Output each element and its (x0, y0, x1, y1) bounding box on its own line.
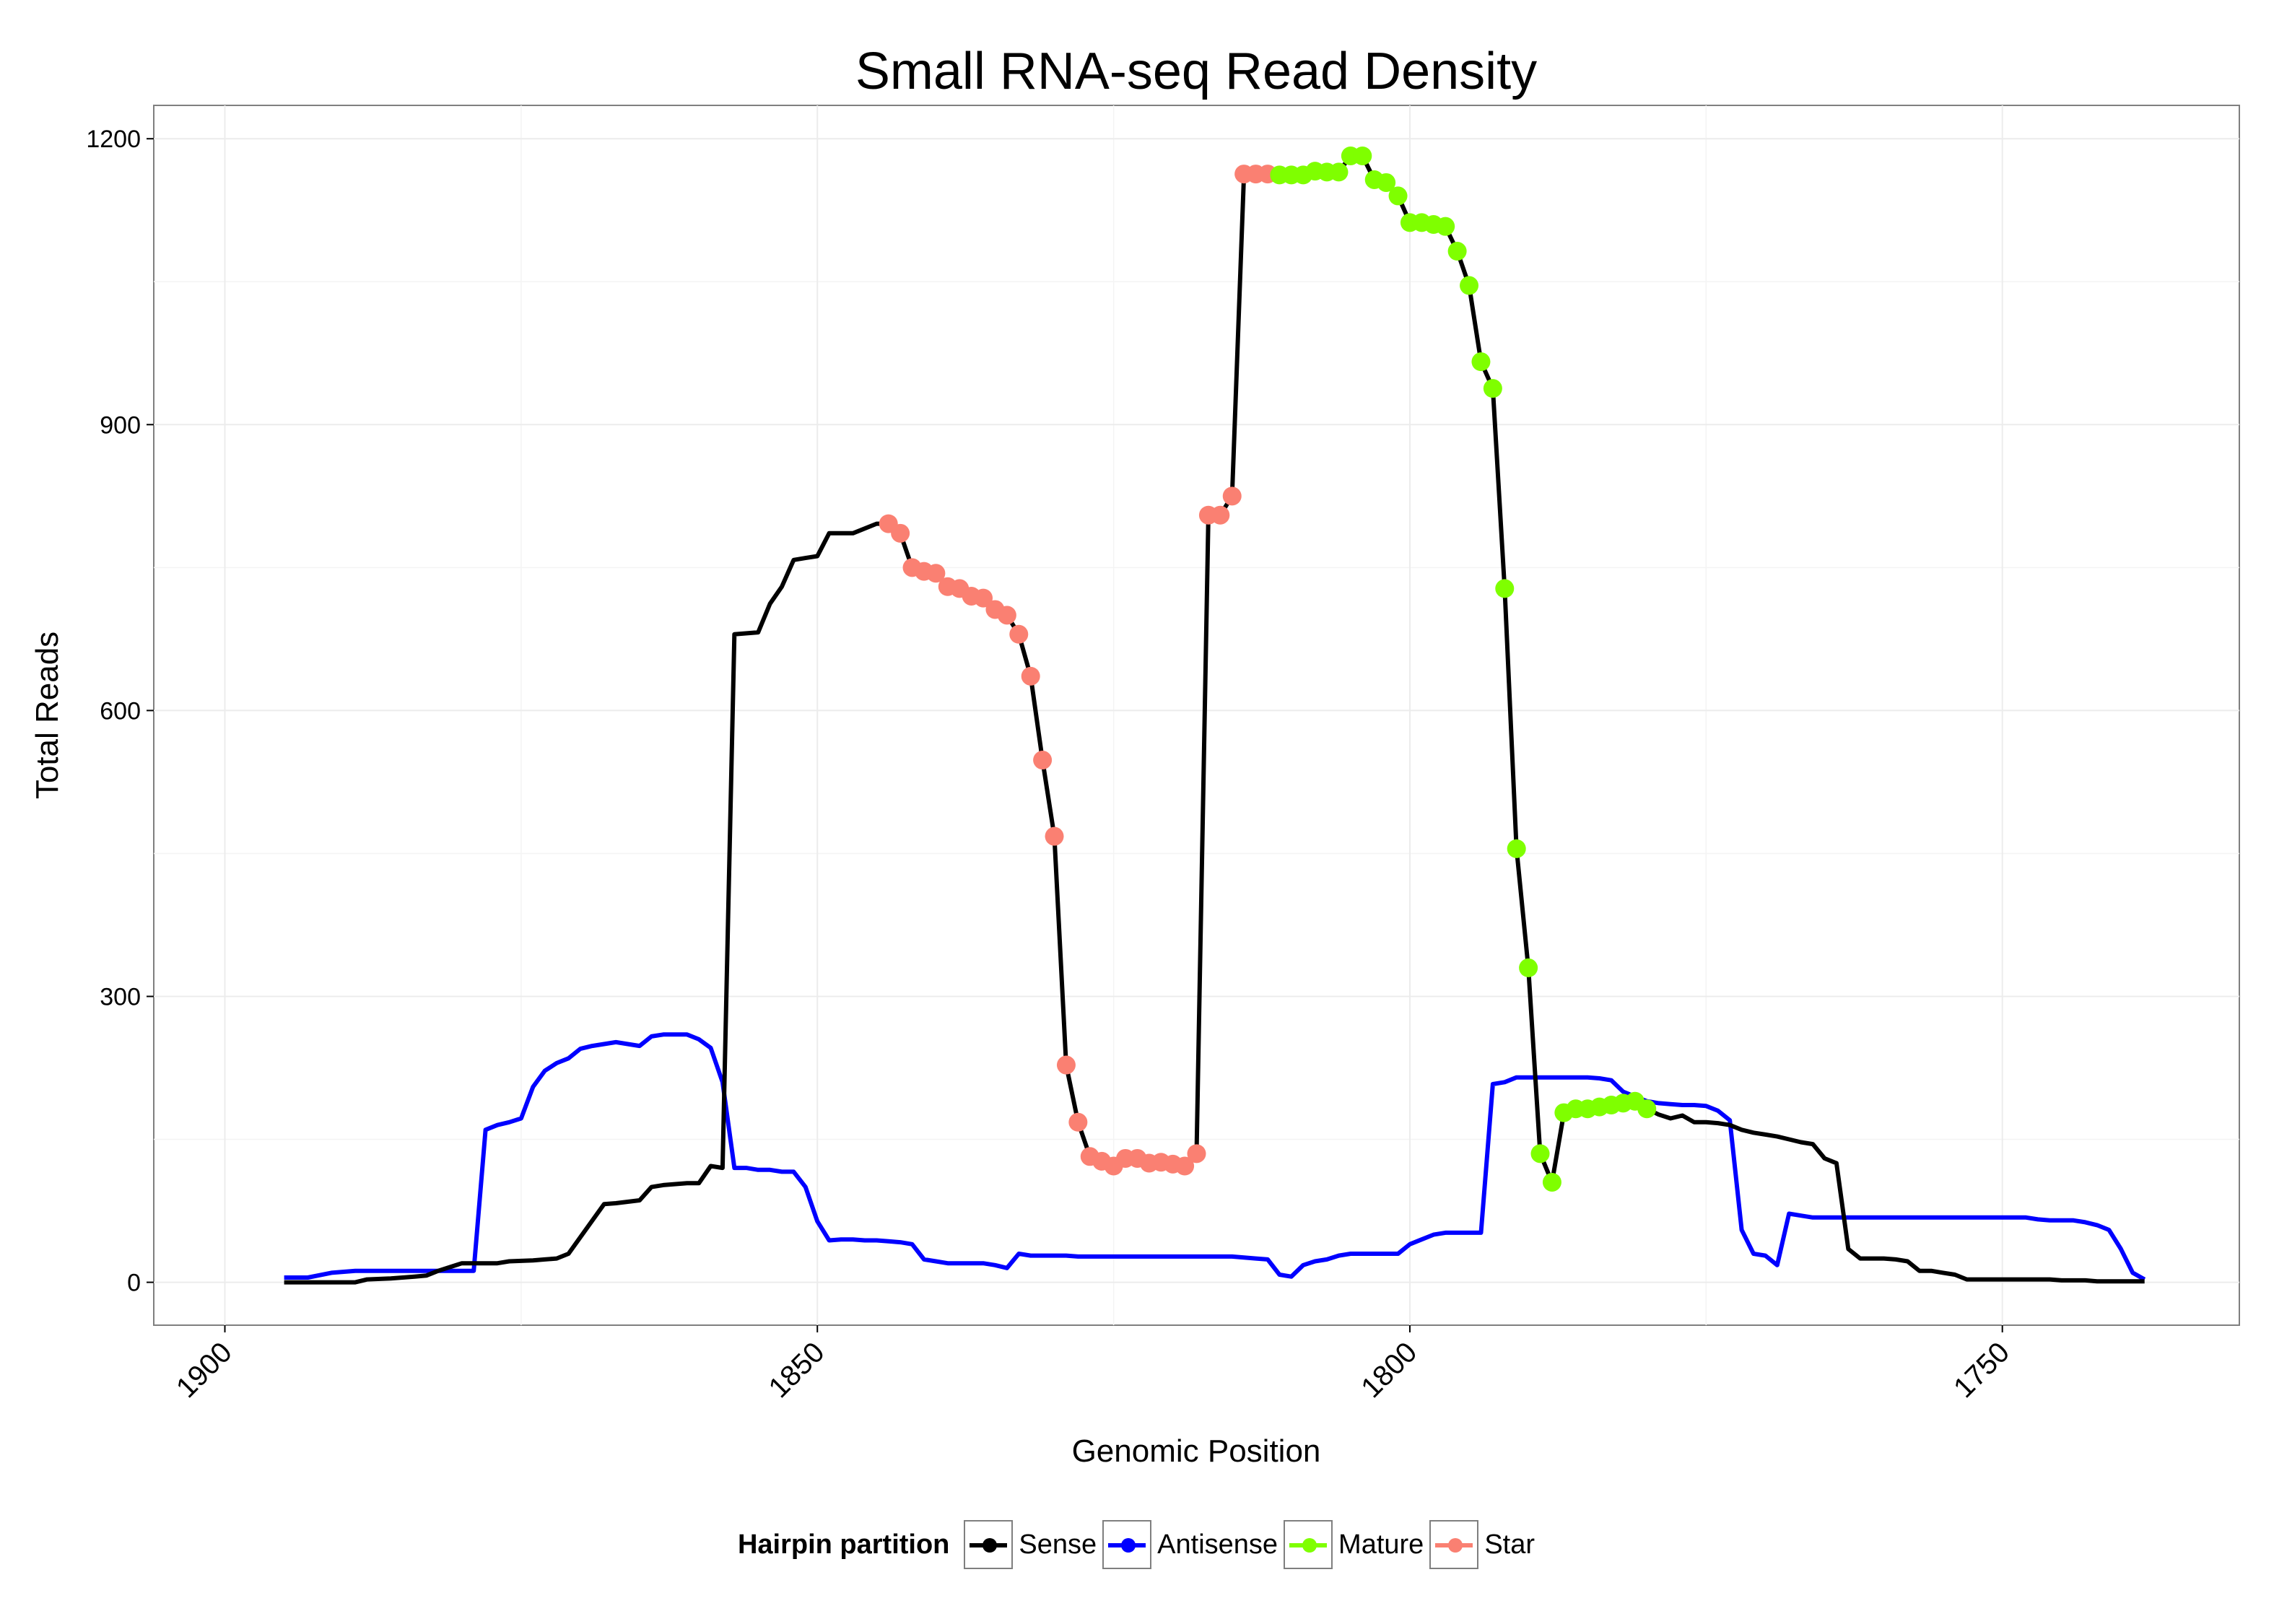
point-mature (1530, 1144, 1550, 1164)
axes: 0 300 600 900 1200 1900 1850 1800 1750 (86, 126, 2016, 1404)
y-tick-label: 900 (100, 411, 141, 439)
point-mature (1637, 1099, 1657, 1119)
point-mature (1483, 379, 1502, 398)
point-star (1033, 751, 1053, 770)
point-mature (1377, 173, 1396, 192)
x-axis-label: Genomic Position (1072, 1433, 1321, 1469)
series-line-antisense (284, 1032, 2146, 1282)
point-mature (1495, 579, 1515, 598)
legend-key-mature (1284, 1520, 1333, 1569)
point-star (1068, 1112, 1088, 1132)
point-star (1009, 624, 1029, 644)
series-points (879, 146, 1657, 1192)
legend-key-star (1429, 1520, 1479, 1569)
point-star (926, 564, 946, 583)
y-tick-label: 1200 (86, 126, 141, 153)
x-tick-label: 1800 (1355, 1336, 1423, 1404)
legend-label-star: Star (1484, 1529, 1535, 1560)
legend: Hairpin partition Sense Antisense Mature… (0, 1520, 2274, 1569)
point-mature (1460, 276, 1479, 295)
y-axis-label: Total Reads (30, 632, 65, 799)
point-mature (1329, 162, 1349, 182)
legend-key-antisense (1102, 1520, 1152, 1569)
x-tick-label: 1850 (763, 1336, 831, 1404)
point-mature (1353, 146, 1372, 165)
x-tick-label: 1750 (1948, 1336, 2016, 1404)
legend-label-mature: Mature (1338, 1529, 1424, 1560)
point-mature (1436, 217, 1455, 236)
point-star (1056, 1055, 1076, 1075)
point-mature (1519, 958, 1538, 977)
point-star (891, 523, 910, 543)
chart: Small RNA-seq Read Density 0 300 600 900 120… (30, 43, 2240, 1469)
point-star (1045, 826, 1064, 846)
y-tick-label: 300 (100, 983, 141, 1010)
y-tick-label: 600 (100, 697, 141, 725)
chart-title: Small RNA-seq Read Density (855, 43, 1537, 100)
legend-item-mature: Mature (1284, 1520, 1424, 1569)
point-mature (1542, 1172, 1561, 1192)
point-star (1175, 1156, 1195, 1176)
point-star (1211, 505, 1230, 525)
point-mature (1507, 839, 1526, 858)
legend-item-sense: Sense (964, 1520, 1097, 1569)
legend-label-antisense: Antisense (1157, 1529, 1278, 1560)
point-mature (1471, 352, 1491, 372)
point-mature (1447, 242, 1467, 261)
point-star (997, 606, 1016, 625)
legend-item-star: Star (1429, 1520, 1535, 1569)
legend-key-sense (964, 1520, 1014, 1569)
point-star (1222, 486, 1242, 506)
legend-item-antisense: Antisense (1102, 1520, 1278, 1569)
x-tick-label: 1900 (170, 1336, 238, 1404)
point-star (1021, 666, 1040, 686)
point-star (974, 588, 993, 608)
legend-title: Hairpin partition (737, 1529, 950, 1560)
y-tick-label: 0 (127, 1270, 141, 1297)
point-star (1187, 1144, 1206, 1164)
point-mature (1388, 186, 1408, 206)
legend-label-sense: Sense (1019, 1529, 1097, 1560)
